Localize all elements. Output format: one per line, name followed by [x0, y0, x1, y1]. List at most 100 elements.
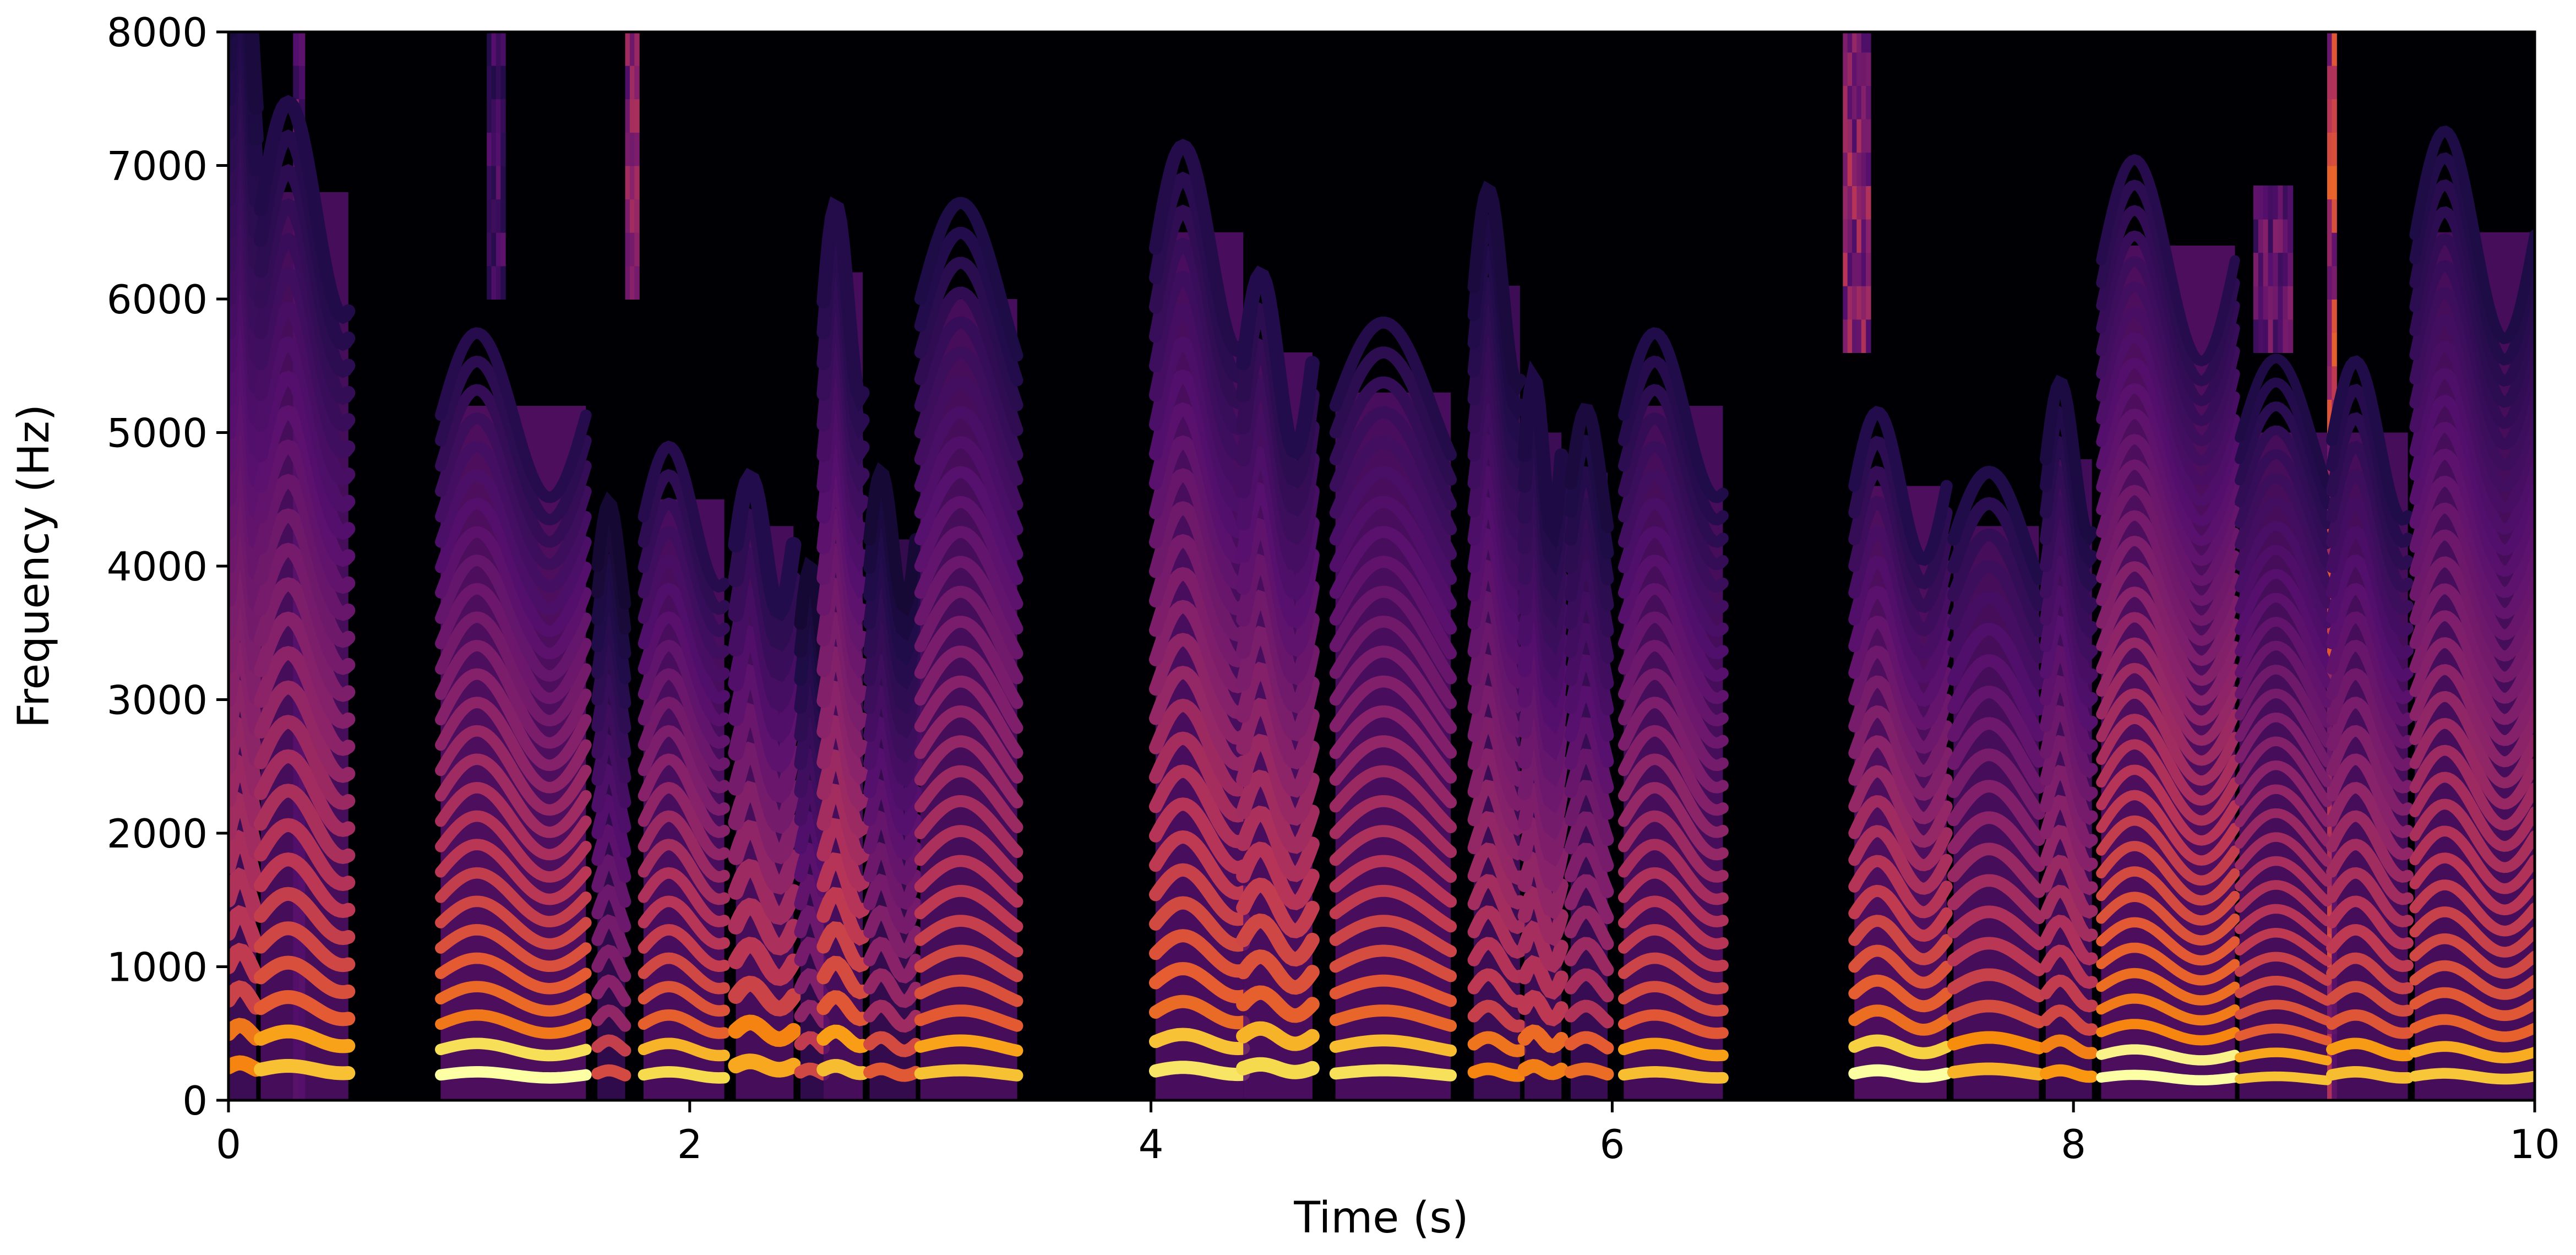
harmonic-line — [914, 915, 1023, 958]
harmonic-line — [1848, 615, 1953, 731]
harmonic-line — [2235, 1023, 2332, 1046]
harmonic-line — [2096, 714, 2240, 806]
harmonic-line — [1947, 905, 2045, 950]
noise-cell — [1861, 32, 1867, 53]
harmonic-line — [2040, 795, 2098, 872]
harmonic-line — [1236, 985, 1320, 1023]
harmonic-line — [1564, 968, 1614, 1003]
harmonic-line — [1236, 949, 1320, 995]
noise-cell — [1847, 185, 1853, 220]
harmonic-line — [435, 1009, 592, 1039]
harmonic-line — [254, 646, 356, 756]
noise-cell — [2273, 285, 2279, 320]
harmonic-line — [1236, 1021, 1320, 1051]
harmonic-line — [2096, 968, 2240, 1006]
noise-cell — [2332, 32, 2337, 66]
harmonic-line — [2096, 154, 2240, 367]
harmonic-line — [254, 680, 356, 783]
harmonic-line — [2235, 808, 2332, 867]
noise-cell — [500, 232, 506, 267]
noise-cell — [1861, 185, 1867, 220]
harmonic-line — [2326, 526, 2414, 660]
harmonic-line — [2096, 459, 2240, 606]
harmonic-line — [435, 583, 592, 704]
harmonic-line — [638, 781, 730, 861]
harmonic-line — [1618, 753, 1729, 838]
harmonic-line — [1149, 369, 1250, 539]
harmonic-line — [2409, 906, 2535, 958]
harmonic-line — [2326, 611, 2414, 727]
harmonic-line — [591, 794, 631, 859]
harmonic-line — [435, 441, 592, 593]
noise-cell — [1866, 185, 1871, 220]
harmonic-line — [2040, 735, 2098, 825]
harmonic-line — [914, 585, 1023, 684]
harmonic-line — [1848, 884, 1953, 942]
harmonic-line — [914, 257, 1023, 411]
noise-cell — [2288, 185, 2294, 220]
harmonic-line — [638, 1066, 730, 1084]
harmonic-line — [1564, 999, 1614, 1029]
noise-cell — [500, 132, 506, 166]
harmonic-line — [1618, 952, 1729, 995]
harmonic-line — [1947, 465, 2045, 585]
harmonic-line — [2096, 815, 2240, 886]
harmonic-line — [254, 542, 356, 675]
harmonic-line — [2096, 942, 2240, 986]
harmonic-line — [435, 412, 592, 571]
harmonic-line — [1517, 1024, 1569, 1053]
noise-cell — [2263, 319, 2269, 353]
harmonic-line — [1149, 797, 1250, 874]
noise-cell — [1852, 219, 1858, 253]
harmonic-line — [863, 810, 922, 885]
spectrogram-image — [228, 32, 2535, 1100]
noise-cell — [487, 132, 492, 166]
noise-cell — [491, 165, 497, 200]
harmonic-line — [1329, 496, 1457, 610]
harmonic-line — [2235, 569, 2332, 669]
harmonic-line — [2326, 867, 2414, 928]
noise-cell — [634, 165, 640, 200]
harmonic-line — [2409, 879, 2535, 937]
harmonic-line — [2096, 662, 2240, 766]
harmonic-line — [2409, 1068, 2535, 1085]
noise-cell — [2268, 219, 2274, 253]
harmonic-line — [1329, 944, 1457, 982]
harmonic-line — [1848, 1004, 1953, 1036]
y-tick-label: 0 — [182, 1078, 208, 1124]
harmonic-line — [2096, 764, 2240, 846]
harmonic-line — [435, 355, 592, 526]
harmonic-line — [2235, 354, 2332, 490]
harmonic-line — [1329, 765, 1457, 833]
harmonic-line — [914, 197, 1023, 362]
noise-cell — [2278, 319, 2284, 353]
noise-cell — [2327, 99, 2333, 133]
harmonic-line — [816, 818, 870, 893]
noise-cell — [2273, 185, 2279, 220]
harmonic-line — [2040, 705, 2098, 802]
harmonic-line — [591, 824, 631, 883]
noise-cell — [500, 99, 506, 133]
harmonic-line — [2409, 798, 2535, 873]
noise-cell — [1866, 32, 1871, 53]
harmonic-line — [1618, 781, 1729, 861]
harmonic-line — [2409, 987, 2535, 1022]
noise-cell — [625, 199, 630, 233]
harmonic-line — [1848, 585, 1953, 707]
noise-cell — [1847, 252, 1853, 286]
harmonic-line — [1329, 855, 1457, 908]
harmonic-line — [1149, 402, 1250, 564]
harmonic-line — [2326, 441, 2414, 593]
harmonic-line — [254, 784, 356, 865]
harmonic-line — [228, 716, 264, 798]
noise-cell — [500, 199, 506, 233]
harmonic-line — [914, 1064, 1023, 1082]
harmonic-line — [2096, 510, 2240, 646]
harmonic-line — [1236, 913, 1320, 967]
harmonic-line — [254, 715, 356, 810]
harmonic-line — [1467, 937, 1527, 984]
harmonic-line — [2409, 664, 2535, 768]
harmonic-line — [816, 887, 870, 946]
harmonic-line — [863, 1062, 922, 1082]
harmonic-line — [1236, 265, 1320, 461]
